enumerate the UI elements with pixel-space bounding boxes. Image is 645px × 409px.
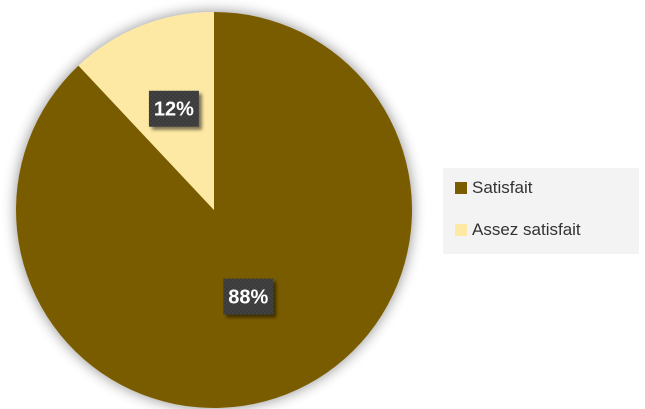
data-label-text: 88% xyxy=(228,287,268,309)
data-label-text: 12% xyxy=(154,99,194,121)
legend-label: Satisfait xyxy=(472,178,533,197)
legend-swatch xyxy=(455,224,467,236)
legend-label: Assez satisfait xyxy=(472,220,581,239)
data-label-satisfait: 88% xyxy=(223,278,274,315)
data-label-box xyxy=(223,278,274,315)
pie-slice-assez-satisfait xyxy=(78,12,214,210)
legend: Satisfait Assez satisfait xyxy=(443,168,639,254)
data-label-box xyxy=(148,90,199,127)
legend-swatch xyxy=(455,182,467,194)
legend-item-assez-satisfait: Assez satisfait xyxy=(455,220,581,240)
legend-item-satisfait: Satisfait xyxy=(455,178,532,198)
data-label-assez-satisfait: 12% xyxy=(148,90,199,127)
